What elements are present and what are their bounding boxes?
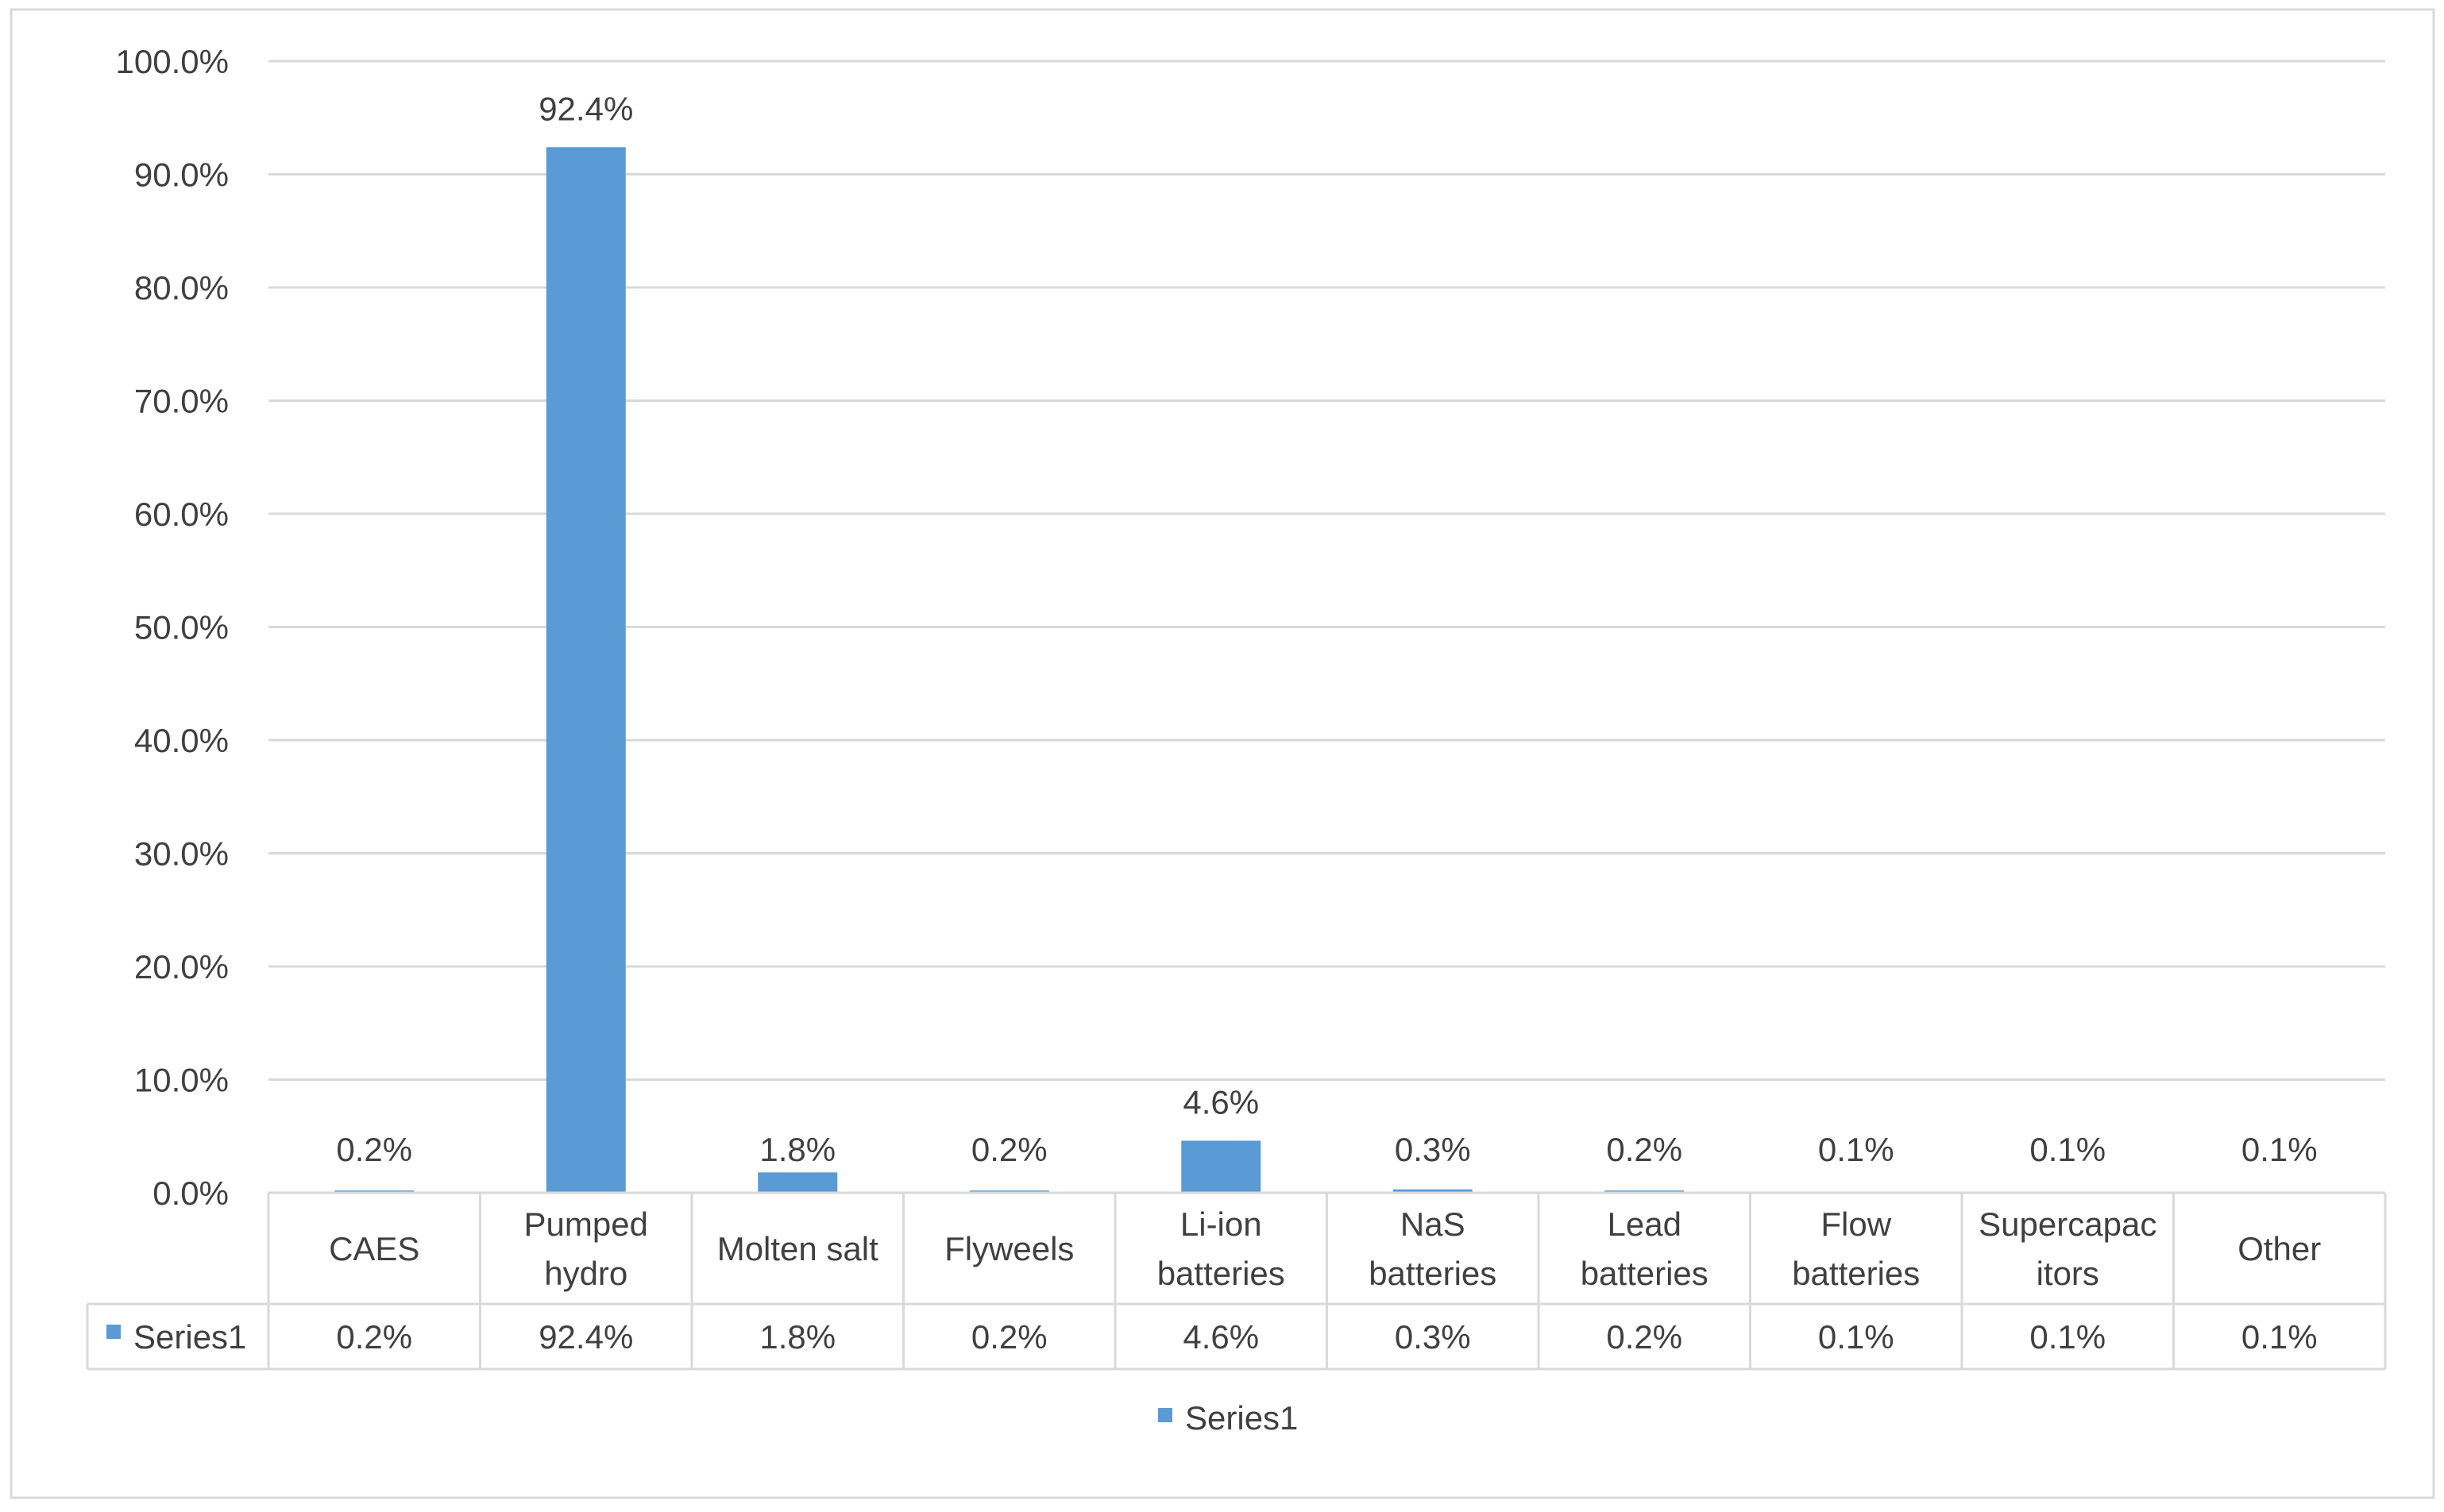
y-axis-tick-labels: 0.0% 10.0% 20.0% 30.0% 40.0% 50.0% 60.0% 70.0% 8…: [116, 43, 229, 1212]
data-table: CAES Pumped hydro Molten salt Flyweels Li-ion…: [86, 1191, 2387, 1371]
x-category-label: Flyweels: [944, 1230, 1074, 1267]
legend-key: [1158, 1408, 1172, 1422]
table-cell-value: 0.1%: [2241, 1318, 2318, 1356]
x-category-label: Pumped: [524, 1205, 648, 1243]
data-label: 4.6%: [1183, 1083, 1259, 1120]
table-cell-value: 1.8%: [759, 1318, 836, 1356]
x-category-label: batteries: [1157, 1255, 1285, 1292]
y-tick-label: 70.0%: [134, 383, 229, 420]
x-category-label: Other: [2237, 1230, 2321, 1267]
table-cell-value: 0.3%: [1395, 1318, 1471, 1356]
table-series-name: Series1: [133, 1318, 246, 1356]
table-cell-value: 0.2%: [1606, 1318, 1682, 1356]
table-cell-value: 0.1%: [1818, 1318, 1894, 1356]
y-tick-label: 0.0%: [153, 1174, 229, 1212]
data-labels: 0.2% 92.4% 1.8% 0.2% 4.6% 0.3% 0.2% 0.1% 0.1% 0.1…: [336, 90, 2317, 1168]
y-tick-label: 20.0%: [134, 948, 229, 986]
y-tick-label: 30.0%: [134, 835, 229, 873]
x-category-label: Lead: [1608, 1205, 1681, 1243]
x-category-label: NaS: [1400, 1205, 1465, 1243]
data-label: 92.4%: [539, 90, 633, 127]
x-category-label: hydro: [544, 1255, 627, 1292]
chart-border: [10, 8, 2435, 1499]
legend-label: Series1: [1185, 1399, 1298, 1437]
x-category-label: Li-ion: [1180, 1205, 1262, 1243]
y-tick-label: 50.0%: [134, 609, 229, 646]
data-label: 0.2%: [1606, 1131, 1682, 1168]
x-category-label: CAES: [329, 1230, 419, 1267]
bars: [334, 147, 2319, 1193]
table-legend-key: [106, 1325, 121, 1339]
y-tick-label: 10.0%: [134, 1062, 229, 1099]
data-label: 0.1%: [1818, 1131, 1894, 1168]
y-tick-label: 60.0%: [134, 496, 229, 533]
bar-6: [1392, 1189, 1473, 1193]
legend: Series1: [1158, 1399, 1298, 1437]
data-label: 1.8%: [759, 1131, 836, 1168]
table-cell-value: 0.2%: [971, 1318, 1048, 1356]
data-label: 0.1%: [2241, 1131, 2318, 1168]
x-category-label: Supercapac: [1979, 1205, 2156, 1243]
data-label: 0.3%: [1395, 1131, 1471, 1168]
x-category-label: Flow: [1820, 1205, 1891, 1243]
y-tick-label: 80.0%: [134, 269, 229, 307]
table-cell-value: 92.4%: [539, 1318, 633, 1356]
y-tick-label: 90.0%: [134, 156, 229, 194]
y-tick-label: 40.0%: [134, 722, 229, 759]
x-category-label: batteries: [1792, 1255, 1920, 1292]
data-label: 0.2%: [971, 1131, 1048, 1168]
x-category-label: Molten salt: [717, 1230, 878, 1267]
bar-3: [758, 1172, 838, 1193]
table-cell-value: 4.6%: [1183, 1318, 1259, 1356]
x-category-label: batteries: [1581, 1255, 1708, 1292]
table-cell-value: 0.2%: [336, 1318, 412, 1356]
x-category-label: itors: [2037, 1255, 2099, 1292]
data-label: 0.2%: [336, 1131, 412, 1168]
y-tick-label: 100.0%: [116, 43, 229, 80]
data-label: 0.1%: [2029, 1131, 2106, 1168]
bar-2: [546, 147, 626, 1193]
x-category-label: batteries: [1369, 1255, 1496, 1292]
table-cell-value: 0.1%: [2029, 1318, 2106, 1356]
bar-5: [1181, 1140, 1261, 1193]
